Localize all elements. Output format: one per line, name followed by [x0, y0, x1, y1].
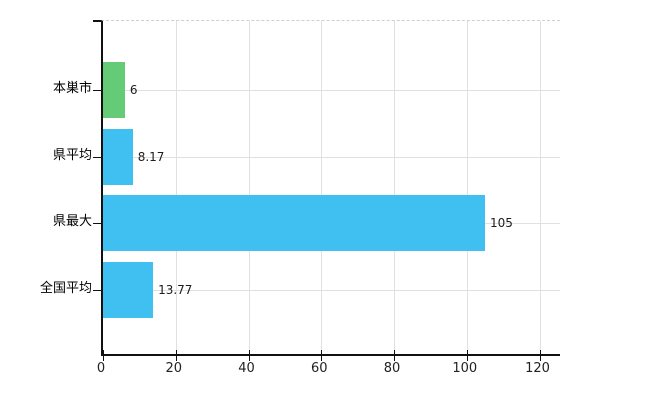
category-label: 県平均 — [52, 147, 92, 163]
bar-value-label: 105 — [489, 216, 513, 231]
vertical-gridline — [321, 21, 323, 354]
category-label: 県最大 — [52, 214, 92, 230]
x-tick-label: 100 — [452, 361, 478, 376]
bar-value-label: 8.17 — [137, 149, 165, 164]
x-axis-tick — [394, 350, 395, 361]
x-axis-tick — [321, 350, 323, 361]
vertical-gridline — [539, 21, 541, 354]
bar-1 — [103, 62, 125, 119]
x-tick-label: 0 — [96, 361, 106, 376]
y-axis-tick — [93, 90, 101, 92]
category-centerline-gridline — [103, 156, 560, 158]
vertical-gridline — [175, 21, 177, 354]
y-axis-tick — [93, 156, 101, 158]
x-tick-label: 40 — [238, 361, 255, 376]
category-centerline-gridline — [103, 289, 560, 291]
y-axis-tick — [93, 223, 101, 225]
vertical-gridline — [248, 21, 250, 354]
x-axis-tick — [103, 350, 104, 361]
bar-3 — [103, 195, 485, 252]
x-axis-tick — [175, 350, 177, 361]
vertical-gridline — [466, 21, 468, 354]
category-centerline-gridline — [103, 90, 560, 92]
bar-4 — [103, 261, 154, 318]
y-axis-tick — [93, 289, 101, 291]
category-label: 全国平均 — [39, 280, 92, 296]
category-label: 本巣市 — [52, 81, 92, 97]
x-tick-label: 80 — [383, 361, 401, 376]
x-tick-label: 120 — [525, 361, 550, 376]
x-axis-tick — [539, 350, 541, 361]
x-tick-label: 60 — [310, 361, 328, 376]
bar-value-label: 13.77 — [158, 282, 193, 297]
x-axis-tick — [466, 350, 468, 361]
plot-area: 6 8.17 105 13.77 — [93, 20, 560, 361]
y-axis-labels: 本巣市県平均県最大全国平均 — [0, 20, 92, 353]
vertical-gridline — [394, 21, 395, 354]
x-tick-label: 20 — [165, 361, 183, 376]
bar-value-label: 6 — [129, 83, 138, 98]
x-axis-tick — [248, 350, 250, 361]
bar-2 — [103, 128, 133, 185]
y-axis-top-tick — [93, 20, 101, 22]
x-axis-labels: 0 20 40 60 80 100 120 — [97, 361, 558, 379]
